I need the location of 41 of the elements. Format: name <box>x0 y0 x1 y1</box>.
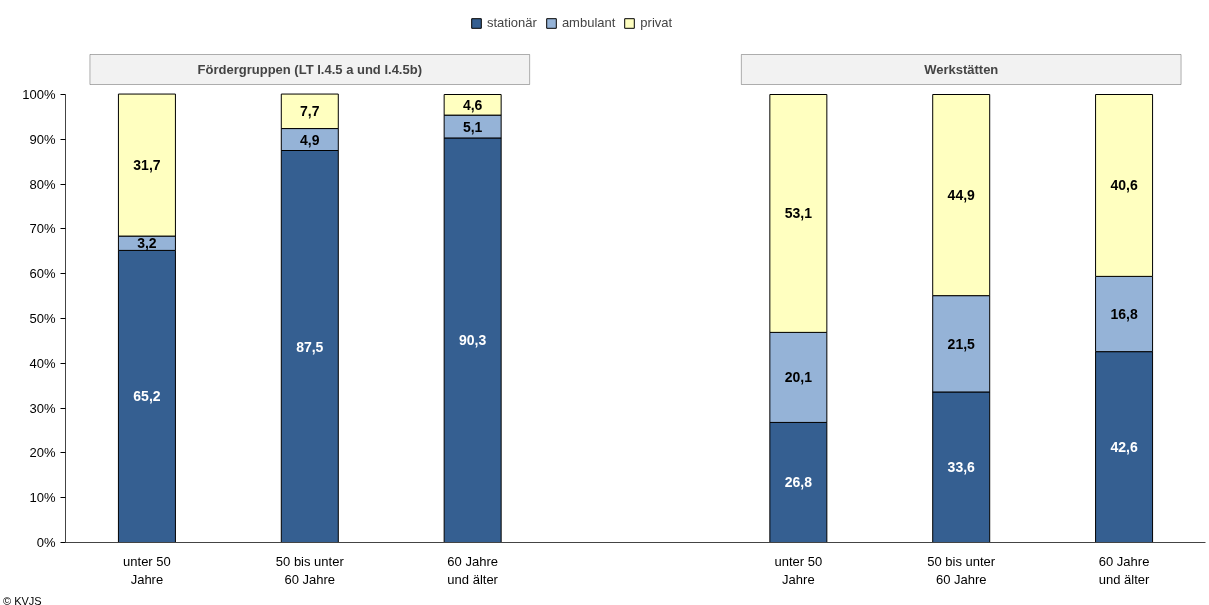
data-label: 87,5 <box>296 338 324 355</box>
text: Fördergruppen (LT I.4.5 a und I.4.5b) <box>197 62 422 77</box>
data-label: 44,9 <box>947 187 976 204</box>
y-tick-label: 90% <box>29 131 56 147</box>
x-tick-label: 60 Jahre und älter <box>1098 553 1151 587</box>
data-label: 42,6 <box>1110 439 1138 456</box>
legend-label: privat <box>640 15 673 30</box>
y-tick-label: 50% <box>29 311 56 326</box>
data-label: 7,7 <box>300 103 320 120</box>
data-label: 31,7 <box>133 157 161 174</box>
y-tick-label: 70% <box>29 221 56 237</box>
y-tick-label: 40% <box>29 355 56 371</box>
data-label: 5,1 <box>462 118 483 135</box>
y-tick-label: 0% <box>36 535 56 550</box>
x-tick-label: unter 50 Jahre <box>774 553 823 587</box>
data-label: 21,5 <box>947 335 976 352</box>
text: Werkstätten <box>924 62 999 77</box>
y-tick-label: 10% <box>29 490 56 506</box>
data-label: 16,8 <box>1110 306 1138 323</box>
data-label: 65,2 <box>133 388 161 405</box>
y-tick-label: 60% <box>29 266 56 282</box>
data-label: 3,2 <box>137 235 157 252</box>
data-label: 90,3 <box>459 332 487 349</box>
x-tick-label: unter 50 Jahre <box>123 553 171 587</box>
data-label: 4,9 <box>300 131 320 148</box>
data-label: 40,6 <box>1110 177 1138 194</box>
data-label: 4,6 <box>462 96 483 113</box>
y-tick-label: 100% <box>22 87 56 102</box>
legend-label: ambulant <box>561 15 616 30</box>
x-tick-label: 50 bis unter 60 Jahre <box>927 553 996 587</box>
text: © KVJS <box>3 594 42 605</box>
data-label: 26,8 <box>784 474 813 491</box>
y-tick-label: 80% <box>29 176 56 192</box>
y-tick-label: 20% <box>29 445 56 461</box>
data-label: 53,1 <box>784 205 813 222</box>
x-tick-label: 60 Jahre und älter <box>447 553 499 587</box>
x-tick-label: 50 bis unter 60 Jahre <box>275 553 345 587</box>
y-tick-label: 30% <box>29 400 56 416</box>
data-label: 33,6 <box>947 459 976 476</box>
data-label: 20,1 <box>784 369 813 386</box>
legend-label: stationär <box>487 15 537 30</box>
